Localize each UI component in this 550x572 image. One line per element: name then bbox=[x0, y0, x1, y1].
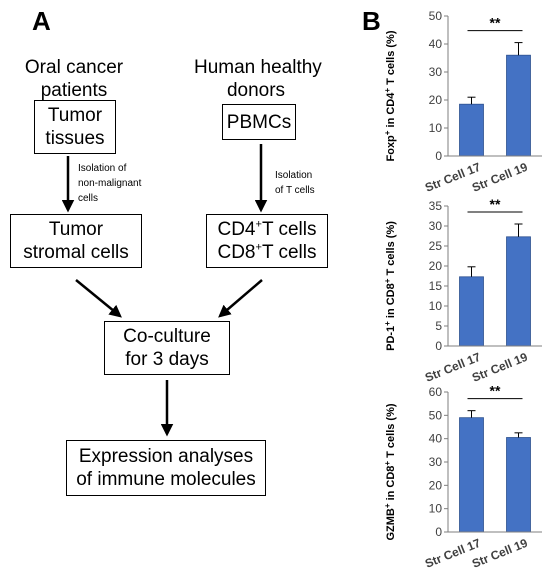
y-tick-label: 20 bbox=[429, 259, 443, 273]
pd1-chart: 0 5 10 15 20 25 30 35 Str Cell 17 Str Cell 19 ** PD… bbox=[376, 196, 550, 386]
y-tick-label: 40 bbox=[429, 37, 443, 51]
y-axis-label-part: GZMB bbox=[385, 508, 397, 540]
box-line: stromal cells bbox=[23, 242, 129, 263]
y-tick-label: 35 bbox=[429, 199, 443, 213]
y-axis-label-part: + bbox=[383, 278, 392, 283]
note-line: non-malignant bbox=[78, 178, 142, 189]
note-line: cells bbox=[78, 193, 99, 204]
healthy-donors-header: Human healthy donors bbox=[194, 56, 322, 102]
y-axis-label-part: T cells (%) bbox=[385, 221, 397, 279]
box-line: Tumor bbox=[48, 219, 104, 240]
y-tick-label: 50 bbox=[429, 9, 443, 23]
y-tick-label: 20 bbox=[429, 93, 443, 107]
box-line: of immune molecules bbox=[76, 469, 256, 490]
t-cells-box: CD4+T cells CD8+T cells bbox=[206, 214, 328, 268]
header-line: patients bbox=[40, 80, 108, 101]
y-axis-label-part: + bbox=[383, 130, 392, 135]
y-tick-label: 25 bbox=[429, 239, 443, 253]
box-line: Expression analyses bbox=[78, 446, 254, 467]
significance-label: ** bbox=[490, 15, 501, 31]
y-tick-label: 0 bbox=[435, 149, 442, 163]
foxp3-chart: 0 10 20 30 40 50 Str Cell 17 Str Cell 19 ** Foxp+… bbox=[376, 6, 550, 196]
y-axis-label-part: + bbox=[383, 503, 392, 508]
y-tick-label: 30 bbox=[429, 219, 443, 233]
box-line: Tumor bbox=[47, 105, 103, 126]
y-tick-label: 0 bbox=[435, 525, 442, 539]
isolation-tcells-note: Isolation of T cells bbox=[275, 168, 315, 198]
panel-b-label: B bbox=[362, 6, 381, 36]
y-axis-label-part: + bbox=[383, 88, 392, 93]
gzmb-chart: 0 10 20 30 40 50 60 Str Cell 17 Str Cell 19 ** GZM… bbox=[376, 382, 550, 572]
box-line: Co-culture bbox=[123, 326, 211, 347]
y-tick-label: 30 bbox=[429, 455, 443, 469]
note-line: Isolation of bbox=[78, 163, 127, 174]
y-axis-label: Foxp+ in CD4+ T cells (%) bbox=[383, 30, 398, 161]
y-tick-label: 15 bbox=[429, 279, 443, 293]
bar bbox=[506, 236, 531, 347]
tumor-tissues-box: Tumor tissues bbox=[34, 100, 116, 154]
pbmcs-box: PBMCs bbox=[222, 104, 296, 140]
y-tick-label: 10 bbox=[429, 299, 443, 313]
significance-label: ** bbox=[490, 196, 501, 212]
bar bbox=[459, 103, 484, 157]
y-axis-label-part: Foxp bbox=[385, 135, 397, 162]
y-axis-label-part: in CD8 bbox=[385, 466, 397, 504]
y-axis-label-part: T cells (%) bbox=[385, 403, 397, 461]
y-tick-label: 30 bbox=[429, 65, 443, 79]
y-tick-label: 5 bbox=[435, 319, 442, 333]
bar bbox=[506, 54, 531, 157]
y-tick-label: 50 bbox=[429, 408, 443, 422]
note-line: of T cells bbox=[275, 185, 315, 196]
y-tick-label: 10 bbox=[429, 502, 443, 516]
panel-a-label: A bbox=[32, 6, 51, 36]
bar bbox=[459, 276, 484, 347]
cd4-t-cells-label: CD4+T cells bbox=[217, 218, 317, 240]
header-line: Oral cancer bbox=[24, 57, 124, 78]
tumor-stromal-cells-box: Tumor stromal cells bbox=[10, 214, 142, 268]
header-line: Human healthy bbox=[194, 57, 322, 78]
y-tick-label: 0 bbox=[435, 339, 442, 353]
y-tick-label: 40 bbox=[429, 432, 443, 446]
note-line: Isolation bbox=[275, 170, 313, 181]
header-line: donors bbox=[226, 80, 286, 101]
y-axis-label: PD-1+ in CD8+ T cells (%) bbox=[383, 221, 398, 351]
bar bbox=[459, 417, 484, 533]
expression-analyses-box: Expression analyses of immune molecules bbox=[66, 440, 266, 496]
box-line: PBMCs bbox=[226, 111, 292, 133]
bar bbox=[506, 437, 531, 533]
arrow-stromal-to-coculture bbox=[75, 279, 122, 318]
box-line: for 3 days bbox=[125, 349, 209, 370]
co-culture-box: Co-culture for 3 days bbox=[104, 321, 230, 375]
y-tick-label: 20 bbox=[429, 478, 443, 492]
oral-cancer-patients-header: Oral cancer patients bbox=[14, 56, 134, 102]
y-tick-label: 10 bbox=[429, 121, 443, 135]
box-line: tissues bbox=[45, 128, 105, 149]
y-axis-label-part: + bbox=[383, 461, 392, 466]
arrow-tcells-to-coculture bbox=[218, 279, 263, 318]
y-tick-label: 60 bbox=[429, 385, 443, 399]
y-axis-label-part: in CD8 bbox=[385, 283, 397, 321]
y-axis-label: GZMB+ in CD8+ T cells (%) bbox=[383, 403, 398, 540]
cd8-t-cells-label: CD8+T cells bbox=[217, 241, 317, 263]
y-axis-label-part: in CD4 bbox=[385, 92, 397, 131]
y-axis-label-part: PD-1 bbox=[385, 326, 397, 351]
y-axis-label-part: T cells (%) bbox=[385, 30, 397, 88]
isolation-nonmalignant-note: Isolation of non-malignant cells bbox=[78, 161, 141, 206]
y-axis-label-part: + bbox=[383, 321, 392, 326]
significance-label: ** bbox=[490, 383, 501, 399]
